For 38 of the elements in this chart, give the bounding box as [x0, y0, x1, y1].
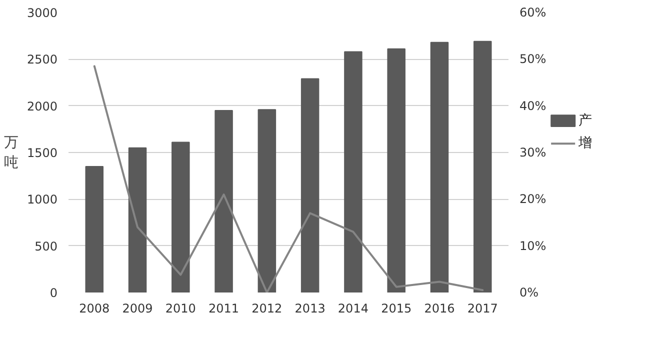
y-tick-label: 0 [50, 286, 58, 300]
legend-label: 增 [577, 136, 592, 152]
y2-tick-label: 40% [520, 98, 546, 113]
y2-tick-label: 60% [520, 6, 546, 20]
x-tick-label: 2016 [424, 302, 455, 316]
bar [387, 48, 406, 292]
x-tick-label: 2014 [338, 302, 368, 316]
y2-tick-label: 10% [520, 238, 546, 253]
legend-label: 产 [578, 113, 592, 128]
y-tick-label: 500 [34, 239, 58, 254]
bar [300, 78, 320, 292]
x-tick-label: 2015 [381, 302, 412, 316]
bar [344, 51, 362, 292]
y-tick-label: 2000 [26, 99, 58, 114]
y2-tick-label: 0% [520, 286, 539, 300]
x-tick-label: 2009 [122, 302, 153, 316]
bar [473, 40, 492, 292]
bar [128, 147, 147, 292]
y-tick-label: 2500 [26, 52, 58, 67]
x-tick-label: 2012 [252, 302, 282, 316]
y2-tick-label: 30% [520, 146, 546, 160]
y2-tick-label: 20% [520, 192, 546, 206]
y-tick-label: 1500 [26, 146, 58, 160]
line-series [93, 65, 484, 292]
x-tick-label: 2013 [294, 302, 326, 316]
y-tick-label: 1000 [26, 192, 58, 207]
x-tick-label: 2010 [165, 302, 196, 316]
x-tick-label: 2011 [208, 302, 240, 316]
x-tick-label: 2017 [467, 302, 498, 316]
bar [430, 42, 449, 292]
y2-tick-label: 50% [520, 52, 546, 66]
bar [258, 109, 276, 292]
y-axis-title: 万吨 [4, 134, 19, 172]
bar [85, 166, 104, 292]
x-tick-label: 2008 [79, 302, 110, 316]
bar [172, 142, 190, 292]
bar [214, 110, 233, 292]
y-tick-label: 3000 [26, 6, 58, 20]
